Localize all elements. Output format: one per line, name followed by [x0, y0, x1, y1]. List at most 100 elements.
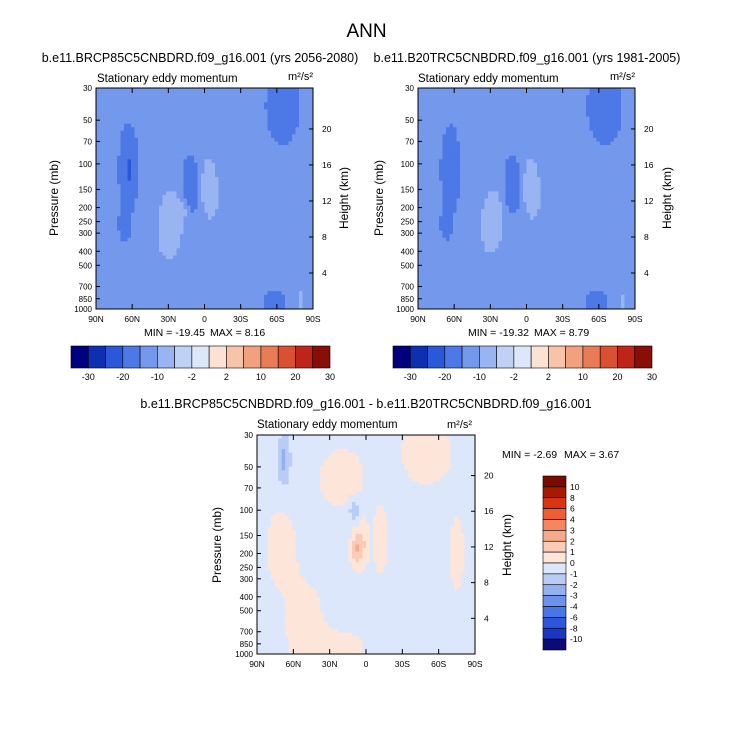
- y-tick-label: 200: [401, 204, 415, 213]
- colorbar-swatch: [582, 345, 601, 369]
- colorbar-label: 20: [290, 372, 300, 382]
- y2-tick-label: 8: [644, 232, 649, 242]
- heatmap-field: [257, 435, 475, 654]
- panel-title: b.e11.BRCP85C5CNBDRD.f09_g16.001 (yrs 20…: [42, 51, 359, 65]
- x-tick-label: 90N: [88, 314, 104, 324]
- colorbar-label: 10: [578, 372, 588, 382]
- colorbar-swatch: [243, 345, 262, 369]
- y2-tick-label: 4: [322, 268, 327, 278]
- x-tick-label: 0: [524, 314, 529, 324]
- colorbar-label: -2: [510, 372, 518, 382]
- y2-tick-label: 20: [484, 471, 494, 481]
- y-tick-label: 30: [244, 431, 253, 440]
- colorbar-swatch: [542, 519, 567, 531]
- panel-rcp85: b.e11.BRCP85C5CNBDRD.f09_g16.001 (yrs 20…: [42, 51, 359, 339]
- y-axis-label: Pressure (mb): [210, 507, 224, 583]
- y-tick-label: 700: [401, 283, 415, 292]
- colorbar-swatch: [542, 627, 567, 640]
- panel-subtitle: Stationary eddy momentum: [418, 73, 559, 85]
- colorbar-swatch: [542, 540, 567, 553]
- y-tick-label: 700: [79, 283, 93, 292]
- x-tick-label: 30S: [233, 314, 248, 324]
- x-tick-label: 60N: [446, 314, 462, 324]
- y-tick-label: 250: [79, 218, 93, 227]
- colorbar-swatch: [87, 345, 106, 369]
- colorbar-swatch: [208, 345, 227, 369]
- chart-marks: 90N 60N 30N 0 30S 60S 90S305070100150200250300…: [70, 84, 657, 669]
- colorbar-swatch: [542, 595, 567, 607]
- colorbar-swatch: [105, 345, 124, 369]
- colorbar: -30 -20 -10 -2 2 10 20 30: [392, 345, 657, 382]
- y2-tick-label: 4: [644, 268, 649, 278]
- x-tick-label: 90S: [467, 659, 482, 669]
- colorbar-label: 1: [570, 547, 575, 557]
- colorbar-swatch: [542, 508, 567, 520]
- x-tick-label: 60S: [591, 314, 606, 324]
- colorbar-swatch: [542, 551, 567, 564]
- y2-tick-label: 8: [484, 578, 489, 588]
- colorbar-label: -2: [570, 580, 578, 590]
- colorbar-label: -20: [438, 372, 451, 382]
- x-tick-label: 0: [364, 659, 369, 669]
- colorbar-swatch: [277, 345, 296, 369]
- colorbar-label: -8: [570, 623, 578, 633]
- colorbar-swatch: [461, 345, 480, 369]
- y-tick-label: 1000: [396, 305, 414, 314]
- x-tick-label: 90S: [305, 314, 320, 324]
- colorbar-label: 8: [570, 493, 575, 503]
- colorbar-swatch: [427, 345, 446, 369]
- colorbar-label: -4: [570, 602, 578, 612]
- y-tick-label: 70: [83, 137, 92, 146]
- colorbar-swatch: [617, 345, 636, 369]
- max-label: MAX = 8.79: [534, 327, 589, 339]
- colorbar-swatch: [295, 345, 314, 369]
- colorbar-swatch: [548, 345, 566, 369]
- colorbar-label: -10: [151, 372, 164, 382]
- y2-tick-label: 16: [484, 506, 494, 516]
- y-tick-label: 500: [79, 261, 93, 270]
- y-tick-label: 50: [405, 116, 414, 125]
- y-tick-label: 70: [405, 137, 414, 146]
- x-tick-label: 90N: [249, 659, 265, 669]
- y2-axis-label: Height (km): [337, 167, 351, 229]
- colorbar-swatch: [565, 345, 584, 369]
- colorbar-swatch: [513, 345, 532, 369]
- colorbar-swatch: [542, 606, 567, 618]
- x-tick-label: 60N: [124, 314, 140, 324]
- colorbar-swatch: [542, 486, 567, 499]
- y-tick-label: 30: [83, 84, 92, 93]
- y-axis-label: Pressure (mb): [372, 160, 386, 236]
- panel-20thc: b.e11.B20TRC5CNBDRD.f09_g16.001 (yrs 198…: [372, 51, 680, 339]
- colorbar-swatch: [542, 497, 567, 509]
- colorbar-label: -20: [116, 372, 129, 382]
- colorbar: -30 -20 -10 -2 2 10 20 30: [70, 345, 335, 382]
- colorbar-swatch: [542, 617, 567, 629]
- panel-subtitle: Stationary eddy momentum: [97, 73, 238, 85]
- colorbar-label: -30: [82, 372, 95, 382]
- colorbar-swatch: [542, 562, 567, 575]
- colorbar-swatch: [191, 345, 210, 369]
- y2-axis-label: Height (km): [500, 514, 514, 576]
- y-tick-label: 200: [240, 549, 254, 558]
- y2-tick-label: 12: [644, 196, 654, 206]
- y-tick-label: 100: [240, 506, 254, 515]
- colorbar-label: 6: [570, 504, 575, 514]
- x-tick-label: 30N: [322, 659, 338, 669]
- y-tick-label: 400: [240, 593, 254, 602]
- colorbar-label: 0: [570, 558, 575, 568]
- colorbar-swatch: [542, 584, 567, 596]
- y2-tick-label: 4: [484, 613, 489, 623]
- y-tick-label: 250: [401, 218, 415, 227]
- x-tick-label: 30N: [161, 314, 177, 324]
- y-tick-label: 70: [244, 484, 253, 493]
- y-tick-label: 300: [240, 575, 254, 584]
- units-label: m²/s²: [288, 71, 313, 83]
- y-tick-label: 400: [401, 247, 415, 256]
- heatmap-field: [96, 88, 313, 309]
- colorbar-swatch: [226, 345, 244, 369]
- colorbar-swatch: [122, 345, 141, 369]
- y-tick-label: 250: [240, 563, 254, 572]
- y2-tick-label: 20: [322, 124, 332, 134]
- heatmap-field: [418, 88, 635, 309]
